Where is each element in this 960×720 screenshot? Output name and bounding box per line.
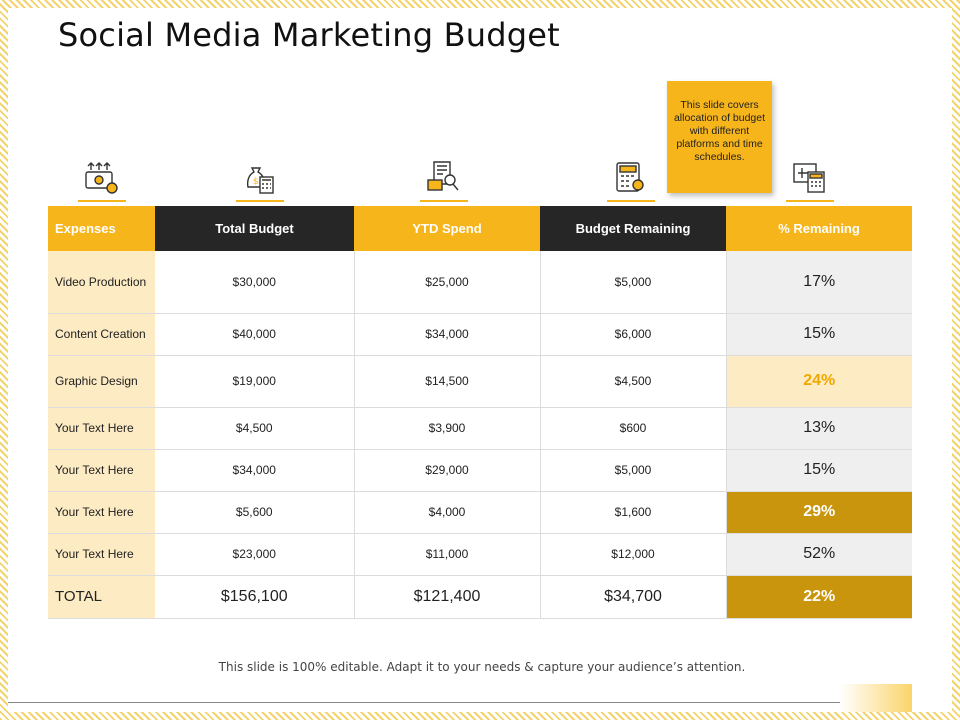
table-header-row: Expenses Total Budget YTD Spend Budget R…	[48, 206, 912, 251]
table-row: Video Production $30,000 $25,000 $5,000 …	[48, 251, 912, 314]
total-budget-cell: $34,000	[155, 449, 355, 492]
total-label: TOTAL	[48, 575, 155, 619]
header-expenses: Expenses	[48, 206, 155, 251]
table-row: Your Text Here $4,500 $3,900 $600 13%	[48, 407, 912, 450]
ytd-spend-cell: $11,000	[354, 533, 541, 576]
budget-remaining-cell: $5,000	[540, 449, 727, 492]
total-budget-cell: $5,600	[155, 491, 355, 534]
pct-remaining-total: 22%	[726, 575, 912, 619]
pct-remaining-cell: 15%	[726, 313, 912, 356]
info-callout: This slide covers allocation of budget w…	[667, 81, 772, 193]
ytd-spend-cell: $4,000	[354, 491, 541, 534]
total-budget-cell: $19,000	[155, 355, 355, 408]
expense-cell: Content Creation	[48, 313, 155, 356]
bottom-divider	[8, 702, 840, 703]
pct-remaining-cell-highlight: 24%	[726, 355, 912, 408]
pct-remaining-cell: 52%	[726, 533, 912, 576]
ytd-spend-cell: $34,000	[354, 313, 541, 356]
table-row: Graphic Design $19,000 $14,500 $4,500 24…	[48, 355, 912, 408]
pct-remaining-cell: 15%	[726, 449, 912, 492]
footer-note: This slide is 100% editable. Adapt it to…	[218, 660, 746, 674]
budget-remaining-cell: $1,600	[540, 491, 727, 534]
total-budget-cell: $30,000	[155, 251, 355, 314]
chart-calculator-icon	[786, 160, 834, 202]
total-budget-cell: $23,000	[155, 533, 355, 576]
total-row: TOTAL $156,100 $121,400 $34,700 22%	[48, 575, 912, 619]
expense-cell: Your Text Here	[48, 491, 155, 534]
budget-remaining-cell: $4,500	[540, 355, 727, 408]
money-flow-icon	[78, 160, 126, 202]
money-bag-calculator-icon: $	[236, 160, 284, 202]
budget-remaining-cell: $5,000	[540, 251, 727, 314]
ytd-spend-cell: $25,000	[354, 251, 541, 314]
calculator-coin-icon	[607, 160, 655, 202]
expense-cell: Your Text Here	[48, 449, 155, 492]
pct-remaining-cell: 17%	[726, 251, 912, 314]
total-budget-cell: $40,000	[155, 313, 355, 356]
ytd-spend-cell: $29,000	[354, 449, 541, 492]
corner-accent	[840, 684, 912, 712]
expense-cell: Graphic Design	[48, 355, 155, 408]
header-budget-remaining: Budget Remaining	[540, 206, 726, 251]
header-ytd-spend: YTD Spend	[354, 206, 540, 251]
total-budget-sum: $156,100	[155, 575, 355, 619]
receipt-search-icon	[420, 160, 468, 202]
budget-remaining-sum: $34,700	[540, 575, 727, 619]
budget-remaining-cell: $12,000	[540, 533, 727, 576]
table-row: Your Text Here $5,600 $4,000 $1,600 29%	[48, 491, 912, 534]
budget-remaining-cell: $6,000	[540, 313, 727, 356]
budget-table: Expenses Total Budget YTD Spend Budget R…	[48, 206, 912, 619]
pct-remaining-cell: 13%	[726, 407, 912, 450]
expense-cell: Your Text Here	[48, 533, 155, 576]
ytd-spend-cell: $3,900	[354, 407, 541, 450]
expense-cell: Video Production	[48, 251, 155, 314]
page-title: Social Media Marketing Budget	[58, 16, 560, 54]
ytd-spend-sum: $121,400	[354, 575, 541, 619]
svg-text:$: $	[253, 177, 259, 187]
table-row: Your Text Here $34,000 $29,000 $5,000 15…	[48, 449, 912, 492]
pct-remaining-cell-highlight: 29%	[726, 491, 912, 534]
ytd-spend-cell: $14,500	[354, 355, 541, 408]
table-row: Your Text Here $23,000 $11,000 $12,000 5…	[48, 533, 912, 576]
header-pct-remaining: % Remaining	[726, 206, 912, 251]
expense-cell: Your Text Here	[48, 407, 155, 450]
budget-remaining-cell: $600	[540, 407, 727, 450]
table-row: Content Creation $40,000 $34,000 $6,000 …	[48, 313, 912, 356]
header-total-budget: Total Budget	[155, 206, 354, 251]
total-budget-cell: $4,500	[155, 407, 355, 450]
